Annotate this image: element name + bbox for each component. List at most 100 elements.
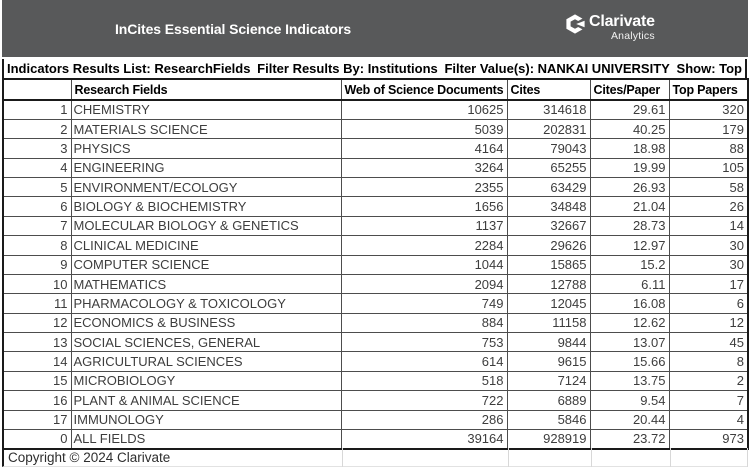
cell-top_papers: 58: [668, 176, 749, 198]
cell-field: PHARMACOLOGY & TOXICOLOGY: [70, 293, 342, 314]
cell-rank: 15: [2, 370, 72, 392]
table-row: 1 CHEMISTRY 10625 314618 29.61 320: [2, 99, 749, 120]
cell-cites: 5846: [506, 409, 591, 430]
cell-top_papers: 26: [668, 196, 749, 217]
cell-rank: 8: [2, 235, 72, 256]
cell-cites_per_paper: 12.97: [589, 235, 670, 256]
cell-cites_per_paper: 20.44: [589, 409, 670, 430]
cell-docs: 1044: [340, 254, 508, 275]
cell-rank: 0: [2, 428, 72, 450]
table-row: 16 PLANT & ANIMAL SCIENCE 722 6889 9.54 7: [2, 390, 749, 411]
cell-cites_per_paper: 16.08: [589, 293, 670, 314]
cell-top_papers: 45: [668, 331, 749, 353]
cell-cites: 9844: [506, 331, 591, 353]
cell-field: ENVIRONMENT/ECOLOGY: [70, 176, 342, 198]
cell-docs: 614: [340, 351, 508, 372]
cell-field: ENGINEERING: [70, 157, 342, 179]
footer-gridline: [342, 448, 343, 467]
cell-rank: 11: [2, 293, 72, 314]
clarivate-logo-icon: [566, 14, 585, 34]
cell-cites: 12788: [506, 273, 591, 295]
table-row: 7 MOLECULAR BIOLOGY & GENETICS 1137 32667 28…: [2, 215, 749, 237]
table-row: 10 MATHEMATICS 2094 12788 6.11 17: [2, 273, 749, 295]
cell-top_papers: 14: [668, 215, 749, 237]
cell-cites_per_paper: 6.11: [589, 273, 670, 295]
table-row: 13 SOCIAL SCIENCES, GENERAL 753 9844 13.07 45: [2, 331, 749, 353]
col-header-cites[interactable]: Cites: [506, 78, 591, 101]
col-header-field[interactable]: Research Fields: [70, 78, 342, 101]
cell-cites_per_paper: 40.25: [589, 118, 670, 140]
cell-field: ALL FIELDS: [70, 428, 342, 450]
cell-cites_per_paper: 13.75: [589, 370, 670, 392]
cell-top_papers: 88: [668, 138, 749, 159]
cell-docs: 753: [340, 331, 508, 353]
cell-rank: 10: [2, 273, 72, 295]
cell-top_papers: 12: [668, 312, 749, 334]
cell-field: AGRICULTURAL SCIENCES: [70, 351, 342, 372]
cell-cites: 32667: [506, 215, 591, 237]
cell-field: COMPUTER SCIENCE: [70, 254, 342, 275]
footer: Copyright © 2024 Clarivate: [2, 448, 748, 467]
cell-field: CHEMISTRY: [70, 99, 342, 120]
cell-cites_per_paper: 29.61: [589, 99, 670, 120]
cell-docs: 4164: [340, 138, 508, 159]
cell-top_papers: 17: [668, 273, 749, 295]
cell-field: MATHEMATICS: [70, 273, 342, 295]
cell-rank: 9: [2, 254, 72, 275]
cell-cites_per_paper: 26.93: [589, 176, 670, 198]
copyright-text: Copyright © 2024 Clarivate: [8, 450, 171, 465]
cell-cites_per_paper: 28.73: [589, 215, 670, 237]
cell-rank: 4: [2, 157, 72, 179]
results-table-header: Research Fields Web of Science Documents…: [2, 78, 749, 101]
cell-rank: 2: [2, 118, 72, 140]
cell-docs: 722: [340, 390, 508, 411]
cell-cites: 9615: [506, 351, 591, 372]
cell-cites: 65255: [506, 157, 591, 179]
footer-gridline: [747, 448, 748, 467]
cell-rank: 13: [2, 331, 72, 353]
table-row: 3 PHYSICS 4164 79043 18.98 88: [2, 138, 749, 159]
cell-docs: 2284: [340, 235, 508, 256]
col-header-docs[interactable]: Web of Science Documents: [340, 78, 508, 101]
filter-value: Filter Value(s): NANKAI UNIVERSITY: [444, 61, 670, 76]
app-header: InCites Essential Science Indicators Cla…: [2, 0, 748, 57]
footer-gridline: [670, 448, 671, 467]
filter-results-list: Indicators Results List: ResearchFields: [7, 61, 251, 76]
cell-field: PLANT & ANIMAL SCIENCE: [70, 390, 342, 411]
brand-name: Clarivate: [589, 13, 655, 30]
cell-rank: 5: [2, 176, 72, 198]
cell-cites: 79043: [506, 138, 591, 159]
table-row: 0 ALL FIELDS 39164 928919 23.72 973: [2, 428, 749, 450]
cell-top_papers: 8: [668, 351, 749, 372]
cell-cites: 34848: [506, 196, 591, 217]
cell-cites: 7124: [506, 370, 591, 392]
cell-top_papers: 30: [668, 254, 749, 275]
cell-cites_per_paper: 12.62: [589, 312, 670, 334]
cell-top_papers: 6: [668, 293, 749, 314]
cell-rank: 17: [2, 409, 72, 430]
cell-top_papers: 30: [668, 235, 749, 256]
cell-field: PHYSICS: [70, 138, 342, 159]
cell-field: SOCIAL SCIENCES, GENERAL: [70, 331, 342, 353]
col-header-rank[interactable]: [2, 78, 72, 101]
filter-results-by: Filter Results By: Institutions: [257, 61, 438, 76]
cell-field: ECONOMICS & BUSINESS: [70, 312, 342, 334]
cell-top_papers: 4: [668, 409, 749, 430]
brand-text: Clarivate Analytics: [589, 13, 655, 42]
col-header-cites-per-paper[interactable]: Cites/Paper: [589, 78, 670, 101]
table-row: 5 ENVIRONMENT/ECOLOGY 2355 63429 26.93 58: [2, 176, 749, 198]
cell-docs: 1137: [340, 215, 508, 237]
cell-cites: 63429: [506, 176, 591, 198]
cell-cites: 314618: [506, 99, 591, 120]
cell-field: CLINICAL MEDICINE: [70, 235, 342, 256]
cell-top_papers: 105: [668, 157, 749, 179]
cell-cites_per_paper: 15.2: [589, 254, 670, 275]
cell-cites_per_paper: 13.07: [589, 331, 670, 353]
cell-field: IMMUNOLOGY: [70, 409, 342, 430]
header-row: Research Fields Web of Science Documents…: [2, 78, 749, 101]
cell-cites: 202831: [506, 118, 591, 140]
cell-docs: 3264: [340, 157, 508, 179]
col-header-top-papers[interactable]: Top Papers: [668, 78, 749, 101]
table-row: 15 MICROBIOLOGY 518 7124 13.75 2: [2, 370, 749, 392]
cell-docs: 749: [340, 293, 508, 314]
